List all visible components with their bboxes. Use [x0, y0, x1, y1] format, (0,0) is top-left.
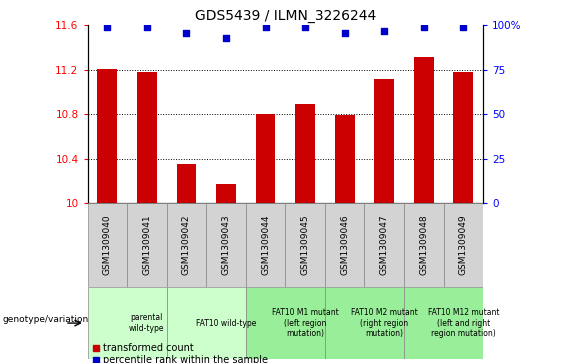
Point — [459, 24, 468, 30]
Point — [301, 24, 310, 30]
Text: GSM1309046: GSM1309046 — [340, 215, 349, 276]
Bar — [167, 203, 206, 287]
Bar — [364, 203, 404, 287]
Text: GSM1309047: GSM1309047 — [380, 215, 389, 276]
Bar — [334, 115, 355, 203]
Text: GSM1309040: GSM1309040 — [103, 215, 112, 276]
Text: GSM1309048: GSM1309048 — [419, 215, 428, 276]
Text: FAT10 wild-type: FAT10 wild-type — [196, 319, 256, 327]
Bar — [246, 287, 325, 359]
Text: parental
wild-type: parental wild-type — [129, 313, 164, 333]
Point — [103, 24, 112, 30]
Point — [142, 24, 151, 30]
Point — [221, 35, 231, 41]
Point — [340, 30, 349, 36]
Point — [419, 24, 428, 30]
Bar — [127, 203, 167, 287]
Bar — [88, 203, 127, 287]
Text: GSM1309042: GSM1309042 — [182, 215, 191, 275]
Point — [261, 24, 270, 30]
Bar — [375, 79, 394, 203]
Bar — [176, 164, 197, 203]
Bar — [444, 203, 483, 287]
Title: GDS5439 / ILMN_3226244: GDS5439 / ILMN_3226244 — [195, 9, 376, 23]
Legend: transformed count, percentile rank within the sample: transformed count, percentile rank withi… — [93, 343, 268, 363]
Text: GSM1309043: GSM1309043 — [221, 215, 231, 276]
Text: GSM1309041: GSM1309041 — [142, 215, 151, 276]
Bar — [404, 203, 444, 287]
Bar — [216, 184, 236, 203]
Text: genotype/variation: genotype/variation — [3, 315, 89, 324]
Bar — [206, 203, 246, 287]
Text: FAT10 M12 mutant
(left and right
region mutation): FAT10 M12 mutant (left and right region … — [428, 308, 499, 338]
Bar — [325, 287, 404, 359]
Bar — [137, 72, 157, 203]
Bar — [167, 287, 246, 359]
Text: GSM1309044: GSM1309044 — [261, 215, 270, 275]
Bar — [404, 287, 483, 359]
Bar — [88, 287, 167, 359]
Point — [380, 28, 389, 34]
Bar — [295, 104, 315, 203]
Text: FAT10 M2 mutant
(right region
mutation): FAT10 M2 mutant (right region mutation) — [351, 308, 418, 338]
Bar — [454, 72, 473, 203]
Bar — [285, 203, 325, 287]
Text: GSM1309045: GSM1309045 — [301, 215, 310, 276]
Bar — [255, 114, 276, 203]
Bar — [325, 203, 364, 287]
Text: GSM1309049: GSM1309049 — [459, 215, 468, 276]
Bar — [98, 69, 118, 203]
Text: FAT10 M1 mutant
(left region
mutation): FAT10 M1 mutant (left region mutation) — [272, 308, 338, 338]
Bar — [246, 203, 285, 287]
Bar — [414, 57, 434, 203]
Point — [182, 30, 191, 36]
